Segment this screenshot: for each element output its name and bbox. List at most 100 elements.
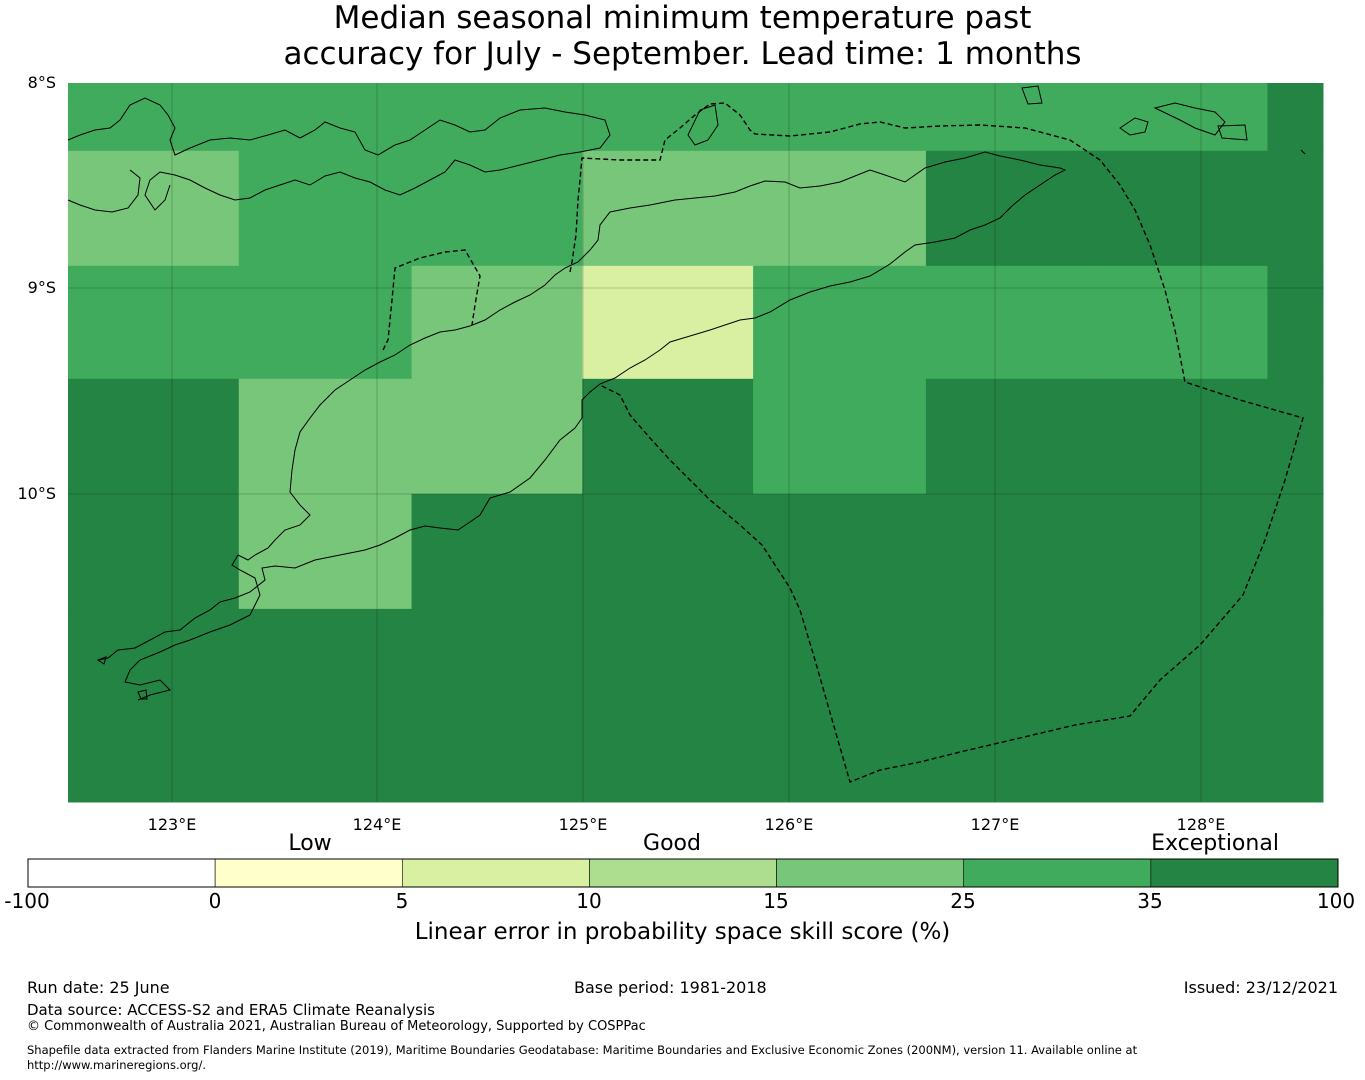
colorbar-tick: 25 <box>950 889 976 913</box>
grid-cell <box>1267 83 1324 152</box>
grid-cell <box>1096 83 1268 152</box>
grid-cell <box>1267 265 1324 380</box>
grid-cell <box>753 493 927 610</box>
grid-cell <box>582 608 754 803</box>
colorbar-tick: 35 <box>1137 889 1163 913</box>
colorbar-segment <box>963 858 1152 888</box>
lon-label-124e: 124°E <box>352 815 402 834</box>
wetar-island <box>1119 117 1149 136</box>
grid-cell <box>411 83 583 152</box>
grid-cell <box>1096 493 1268 610</box>
grid-cell <box>582 493 754 610</box>
colorbar-segment <box>589 858 777 888</box>
grid-cell <box>68 608 240 803</box>
run-date: Run date: 25 June <box>27 978 170 997</box>
alor-coastline <box>67 169 141 213</box>
colorbar-tick: 15 <box>763 889 789 913</box>
grid-cell <box>925 150 1098 267</box>
grid-cell <box>753 150 927 267</box>
grid-cell <box>1096 265 1268 380</box>
grid-cell <box>411 608 583 803</box>
lon-label-126e: 126°E <box>764 815 814 834</box>
grid-cell <box>238 493 413 610</box>
colorbar-tick: 100 <box>1316 889 1356 913</box>
grid-cell <box>582 150 754 267</box>
timor-coastline <box>98 151 1067 701</box>
grid-cell <box>925 608 1098 803</box>
colorbar-segment <box>1150 858 1339 888</box>
lon-label-128e: 128°E <box>1176 815 1226 834</box>
grid-cell <box>238 608 413 803</box>
atauro-island <box>1021 85 1043 105</box>
colorbar-group-low: Low <box>288 831 332 856</box>
grid-cell <box>753 608 927 803</box>
shapefile-credit-1: Shapefile data extracted from Flanders M… <box>27 1043 1138 1057</box>
grid-cell <box>411 265 583 380</box>
shapefile-credit-2: http://www.marineregions.org/. <box>27 1058 206 1072</box>
lat-label-8s: 8°S <box>27 73 56 92</box>
grid-cell <box>68 493 240 610</box>
lon-label-125e: 125°E <box>558 815 608 834</box>
grid-cell <box>753 83 927 152</box>
grid-cell <box>1096 150 1268 267</box>
colorbar-frame <box>27 858 1339 888</box>
graticule <box>68 83 1323 802</box>
colorbar-segment <box>776 858 965 888</box>
grid-cell <box>753 265 927 380</box>
ndana-islet <box>137 689 148 700</box>
lat-label-9s: 9°S <box>27 278 56 297</box>
grid-cell <box>68 378 240 495</box>
grid-cell <box>68 83 240 152</box>
coastlines <box>67 85 1248 701</box>
flores-coastline <box>67 97 611 211</box>
lat-label-10s: 10°S <box>17 484 56 503</box>
grid-cell <box>1267 378 1324 495</box>
copyright: © Commonwealth of Australia 2021, Austra… <box>27 1019 646 1034</box>
grid-cell <box>1096 608 1268 803</box>
grid-cell <box>753 378 927 495</box>
title-line-2: accuracy for July - September. Lead time… <box>283 36 1082 72</box>
tiny-islet <box>1300 149 1306 155</box>
grid-cell <box>238 265 413 380</box>
grid-cell <box>411 378 583 495</box>
eez-boundary-oecusse <box>382 249 481 351</box>
grid-cell <box>411 150 583 267</box>
grid-cell <box>582 378 754 495</box>
colorbar-segment <box>214 858 403 888</box>
small-islet <box>1217 124 1248 141</box>
colorbar-tick: 10 <box>576 889 602 913</box>
grid-cell <box>238 150 413 267</box>
lon-label-123e: 123°E <box>147 815 197 834</box>
colorbar-tick: 5 <box>395 889 409 913</box>
colorbar-tick: -100 <box>4 889 50 913</box>
colorbar-segment <box>27 858 216 888</box>
grid-cell <box>582 265 754 380</box>
grid-cell <box>68 265 240 380</box>
map-title: Median seasonal minimum temperature past… <box>0 0 1365 72</box>
grid-cell <box>925 83 1098 152</box>
colorbar-group-good: Good <box>643 831 701 856</box>
grid-cell <box>1096 378 1268 495</box>
grid-cell <box>925 378 1098 495</box>
grid-cell <box>411 493 583 610</box>
issued-date: Issued: 23/12/2021 <box>1183 978 1338 997</box>
title-line-1: Median seasonal minimum temperature past <box>333 0 1032 36</box>
eez-boundaries <box>382 102 1304 783</box>
base-period: Base period: 1981-2018 <box>574 978 767 997</box>
grid-cell <box>925 493 1098 610</box>
grid-cell <box>1267 608 1324 803</box>
jaco-island <box>687 104 719 146</box>
data-source: Data source: ACCESS-S2 and ERA5 Climate … <box>27 1001 435 1019</box>
colorbar-group-exceptional: Exceptional <box>1151 831 1279 856</box>
babar-island <box>1153 102 1226 136</box>
colorbar-tick: 0 <box>208 889 222 913</box>
grid-cell <box>582 83 754 152</box>
colorbar-label: Linear error in probability space skill … <box>414 919 951 945</box>
skill-grid-cells <box>68 83 1324 803</box>
lon-label-127e: 127°E <box>970 815 1020 834</box>
roti-island <box>96 656 107 665</box>
grid-cell <box>1267 493 1324 610</box>
grid-cell <box>1267 150 1324 267</box>
colorbar <box>27 858 1339 888</box>
